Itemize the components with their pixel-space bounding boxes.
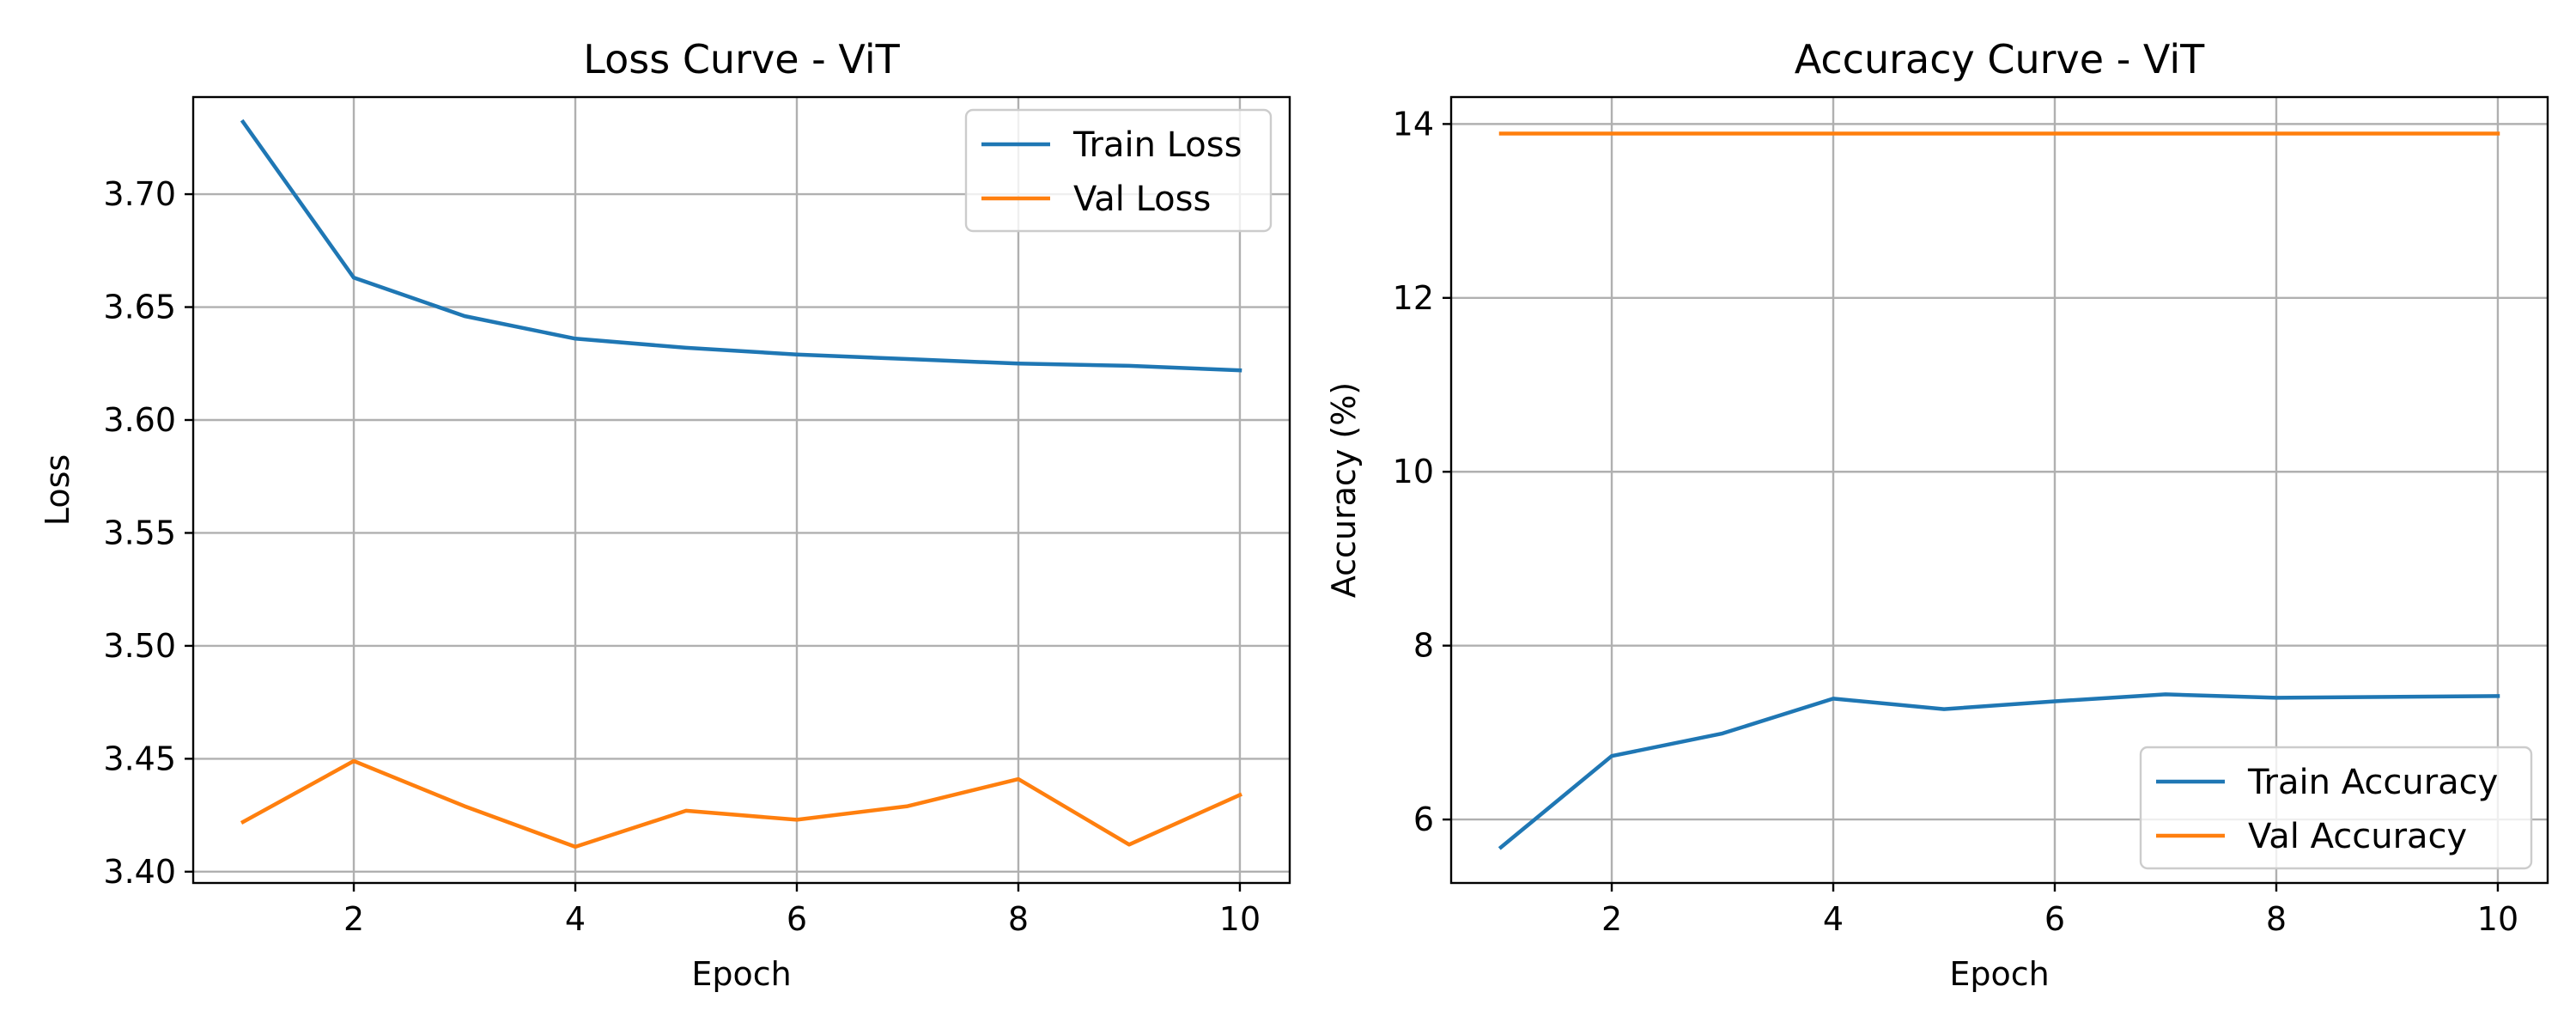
x-tick-label: 10: [1219, 900, 1261, 938]
y-tick-label: 8: [1413, 627, 1434, 665]
chart-1: 2 4 6 8 10 3.40 3.45 3.50 3.55 3.60 3.65 3.70 Loss C…: [39, 36, 1291, 993]
y-tick-label: 3.70: [103, 175, 176, 213]
chart-2: 2 4 6 8 10 6 8 10 12 14 Accuracy Curve - ViT Epoch A…: [1325, 36, 2549, 993]
y-tick-label: 3.45: [103, 740, 176, 777]
legend-label: Val Accuracy: [2248, 817, 2467, 856]
legend: Train Accuracy Val Accuracy: [2139, 746, 2533, 870]
y-tick-label: 3.55: [103, 514, 176, 551]
y-axis-label: Loss: [39, 454, 76, 526]
y-tick-label: 6: [1413, 801, 1434, 838]
x-tick-label: 6: [787, 900, 807, 938]
legend-label: Train Accuracy: [2247, 763, 2498, 802]
y-tick-label: 10: [1393, 453, 1434, 490]
x-axis-label: Epoch: [691, 955, 791, 993]
legend-label: Val Loss: [1073, 180, 1211, 219]
legend-box: [964, 108, 1273, 233]
x-tick-label: 2: [343, 900, 364, 938]
chart-title: Loss Curve - ViT: [583, 36, 900, 82]
legend-label: Train Loss: [1072, 125, 1242, 165]
x-tick-label: 4: [1823, 900, 1844, 938]
plot-frame: [1449, 95, 2549, 885]
y-tick-label: 3.60: [103, 401, 176, 439]
series-line-train-accuracy: [1498, 692, 2500, 850]
y-axis-label: Accuracy (%): [1325, 382, 1363, 598]
legend: Train Loss Val Loss: [964, 108, 1273, 233]
plot-frame: [191, 95, 1291, 885]
series-line-train-loss: [240, 119, 1242, 373]
x-axis-label: Epoch: [1949, 955, 2049, 993]
legend-box: [2139, 746, 2533, 870]
chart-title: Accuracy Curve - ViT: [1795, 36, 2205, 82]
x-tick-label: 8: [1008, 900, 1029, 938]
y-tick-label: 14: [1393, 105, 1434, 143]
x-tick-label: 4: [565, 900, 586, 938]
x-tick-label: 8: [2266, 900, 2287, 938]
x-tick-label: 6: [2044, 900, 2065, 938]
y-tick-label: 3.65: [103, 289, 176, 326]
x-tick-label: 10: [2477, 900, 2518, 938]
series-line-val-loss: [240, 758, 1242, 849]
y-tick-label: 12: [1393, 279, 1434, 317]
y-tick-label: 3.40: [103, 853, 176, 891]
y-tick-label: 3.50: [103, 627, 176, 665]
x-tick-label: 2: [1601, 900, 1622, 938]
